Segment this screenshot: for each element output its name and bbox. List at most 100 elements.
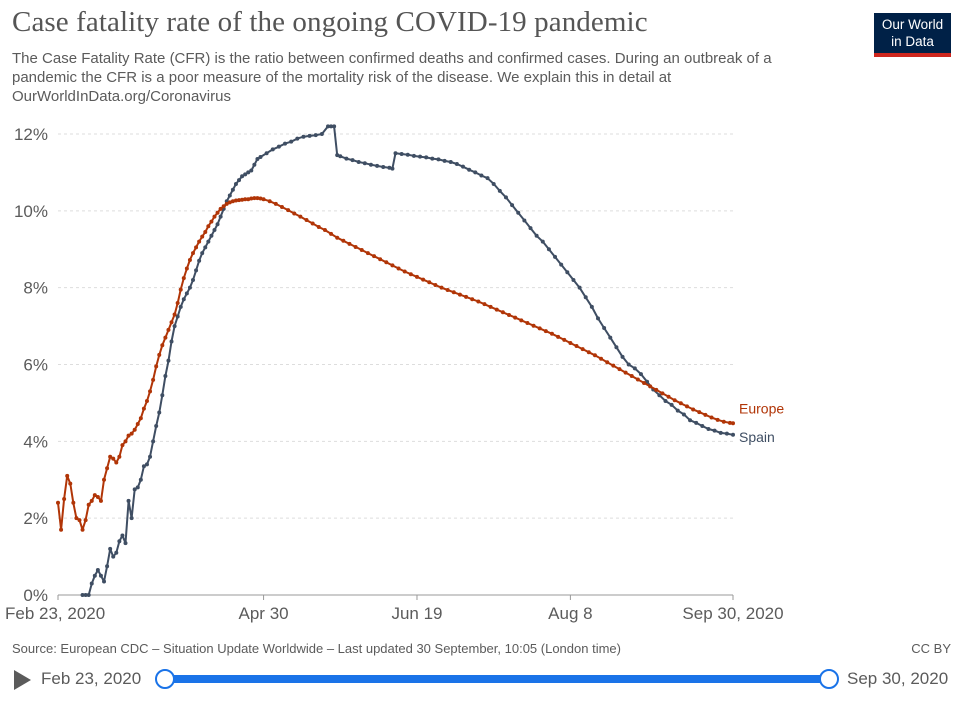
data-point-europe <box>384 260 389 265</box>
series-label-spain: Spain <box>739 429 775 445</box>
data-point-europe <box>660 391 665 396</box>
data-point-europe <box>172 312 177 317</box>
data-point-europe <box>246 197 251 202</box>
data-point-spain <box>608 335 613 340</box>
x-tick-label: Aug 8 <box>548 604 592 623</box>
data-point-spain <box>166 358 171 363</box>
data-point-europe <box>513 315 518 320</box>
data-point-europe <box>703 412 708 417</box>
data-point-europe <box>157 352 162 357</box>
data-point-europe <box>519 318 524 323</box>
data-point-europe <box>298 214 303 219</box>
data-point-europe <box>194 245 199 250</box>
data-point-spain <box>390 166 395 171</box>
data-point-europe <box>414 274 419 279</box>
data-point-spain <box>206 239 211 244</box>
data-point-europe <box>421 277 426 282</box>
data-point-spain <box>718 430 723 435</box>
data-point-spain <box>461 164 465 169</box>
data-point-europe <box>341 238 346 243</box>
y-tick-label: 0% <box>23 586 48 605</box>
license-link[interactable]: CC BY <box>911 641 951 656</box>
data-point-europe <box>240 197 245 202</box>
timeline-start-handle[interactable] <box>155 669 175 689</box>
data-point-spain <box>172 324 177 329</box>
data-point-europe <box>562 337 567 342</box>
data-point-europe <box>273 201 278 206</box>
data-point-spain <box>230 187 235 192</box>
data-point-spain <box>485 176 490 181</box>
data-point-europe <box>304 218 309 223</box>
data-point-europe <box>666 394 671 399</box>
data-point-europe <box>402 269 407 274</box>
data-point-spain <box>276 144 281 149</box>
data-point-spain <box>614 345 619 350</box>
data-point-spain <box>583 295 588 300</box>
logo-line-1: Our World <box>881 17 944 32</box>
data-point-spain <box>252 162 257 167</box>
data-point-europe <box>678 401 683 406</box>
data-point-spain <box>329 124 334 129</box>
data-point-europe <box>654 387 659 392</box>
owid-logo[interactable]: Our World in Data <box>874 13 951 57</box>
data-point-spain <box>700 423 705 428</box>
data-point-spain <box>227 193 232 198</box>
data-point-europe <box>197 239 202 244</box>
timeline-track[interactable] <box>164 675 828 683</box>
data-point-spain <box>326 124 330 129</box>
data-point-spain <box>319 132 324 136</box>
data-point-europe <box>537 326 542 331</box>
x-tick-label: Apr 30 <box>239 604 289 623</box>
data-point-europe <box>286 208 291 213</box>
data-point-europe <box>261 197 266 202</box>
data-point-spain <box>522 218 527 223</box>
data-point-europe <box>233 198 238 203</box>
data-point-spain <box>620 354 625 359</box>
data-point-spain <box>516 210 521 215</box>
data-point-europe <box>92 493 97 498</box>
data-point-spain <box>335 153 340 158</box>
data-point-spain <box>105 564 110 569</box>
data-point-europe <box>154 364 159 369</box>
series-line-spain <box>82 125 734 596</box>
timeline-start-label: Feb 23, 2020 <box>41 669 142 688</box>
data-point-spain <box>86 593 91 597</box>
data-point-spain <box>688 418 693 423</box>
data-point-europe <box>691 407 696 412</box>
x-tick-label: Feb 23, 2020 <box>5 604 105 623</box>
data-point-spain <box>381 165 386 170</box>
data-point-spain <box>454 161 459 166</box>
data-point-europe <box>672 398 677 403</box>
y-tick-label: 10% <box>14 202 48 221</box>
data-point-europe <box>721 419 726 424</box>
data-point-spain <box>706 427 711 432</box>
play-icon[interactable] <box>14 670 31 690</box>
data-point-europe <box>359 248 364 253</box>
data-point-spain <box>114 550 119 555</box>
data-point-europe <box>267 199 272 204</box>
chart-subtitle: The Case Fatality Rate (CFR) is the rati… <box>12 50 772 105</box>
data-point-spain <box>289 139 294 144</box>
data-point-spain <box>160 393 165 398</box>
data-point-europe <box>292 211 297 216</box>
data-point-spain <box>264 151 269 156</box>
data-point-europe <box>166 327 171 332</box>
timeline-end-handle[interactable] <box>819 669 839 689</box>
data-point-spain <box>191 277 195 282</box>
data-point-spain <box>418 154 423 159</box>
data-point-spain <box>154 423 159 428</box>
data-point-europe <box>464 294 469 299</box>
data-point-spain <box>559 262 564 267</box>
data-point-europe <box>500 310 505 315</box>
data-point-europe <box>163 335 168 340</box>
data-point-europe <box>329 231 334 236</box>
data-point-europe <box>102 477 107 482</box>
data-point-spain <box>399 151 404 156</box>
data-point-spain <box>467 167 472 172</box>
data-point-europe <box>62 496 67 501</box>
data-point-europe <box>224 201 229 206</box>
data-point-europe <box>65 473 70 478</box>
data-point-europe <box>252 196 257 201</box>
data-point-spain <box>209 233 214 238</box>
data-point-europe <box>605 360 610 365</box>
